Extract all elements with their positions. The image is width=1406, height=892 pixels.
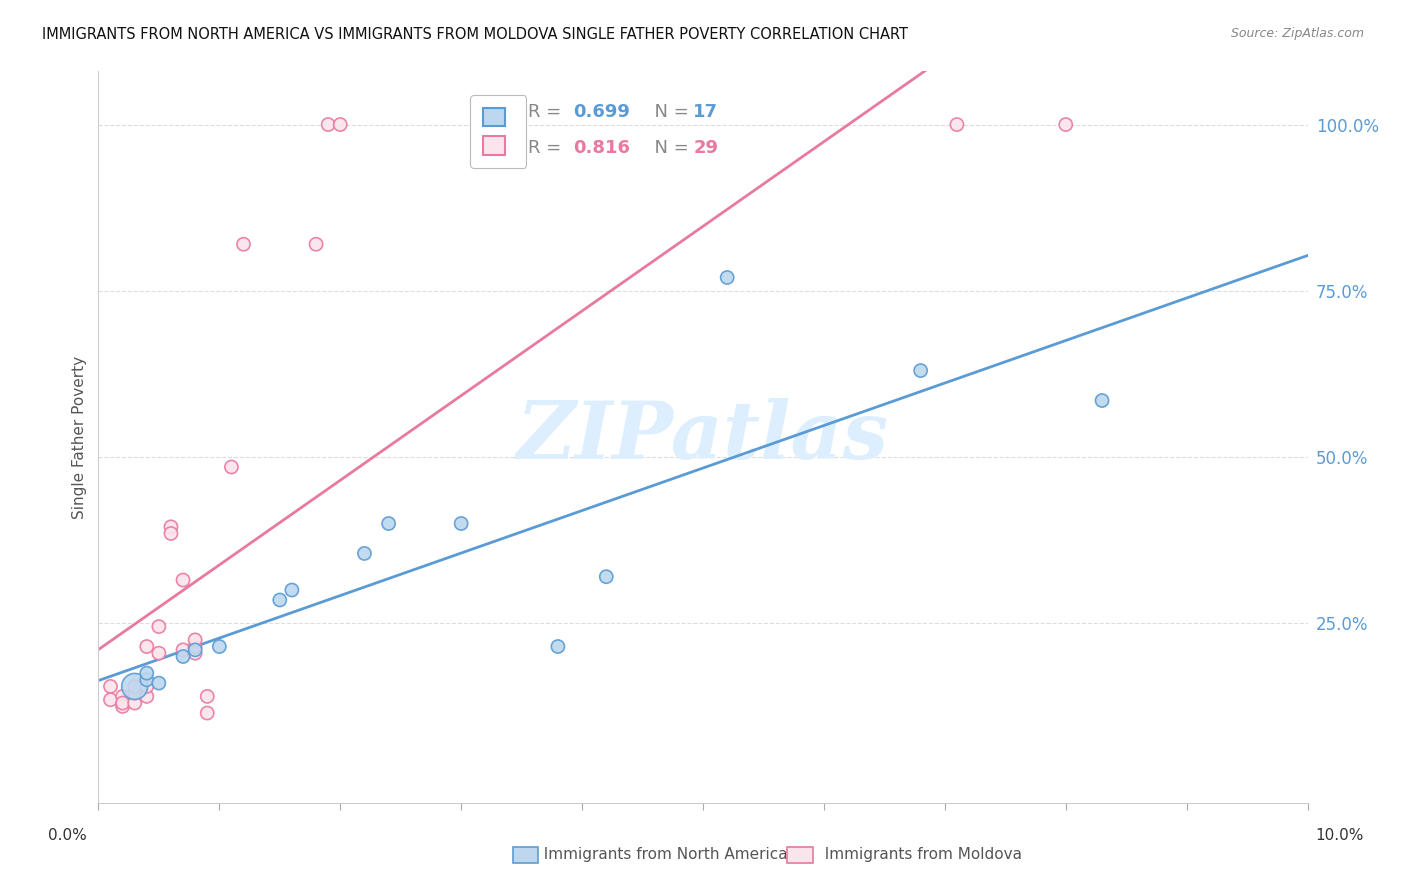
Point [316,118,339,132]
Text: R =: R = [527,139,567,157]
Bar [787,847,813,863]
Text: 0.699: 0.699 [574,103,630,121]
Text: 0.0%: 0.0% [48,828,87,843]
Point [184,640,207,654]
Text: 0.816: 0.816 [574,139,631,157]
Point [910,363,932,377]
Text: ZIPatlas: ZIPatlas [517,399,889,475]
Text: N =: N = [643,139,695,157]
Point [135,640,157,654]
Point [184,632,207,647]
Point [111,699,134,714]
Point [269,593,291,607]
Point [353,546,375,560]
Point [124,680,146,694]
Point [208,640,231,654]
Point [377,516,399,531]
Point [124,680,146,694]
Point [595,570,617,584]
Point [148,619,170,633]
Point [135,690,157,704]
Point [450,516,472,531]
Point [135,666,157,681]
Point [100,680,122,694]
Bar [513,847,538,863]
Point [135,673,157,687]
Point [160,526,183,541]
Legend: , : , [470,95,526,168]
Point [100,692,122,706]
Point [946,118,969,132]
Point [172,649,194,664]
Point [329,118,352,132]
Point [111,696,134,710]
Point [1091,393,1114,408]
Point [184,643,207,657]
Point [716,270,738,285]
Point [111,690,134,704]
Point [148,676,170,690]
Point [1054,118,1077,132]
Point [232,237,254,252]
Point [172,643,194,657]
Point [195,706,218,720]
Y-axis label: Single Father Poverty: Single Father Poverty [72,356,87,518]
Point [124,696,146,710]
Point [195,690,218,704]
Text: IMMIGRANTS FROM NORTH AMERICA VS IMMIGRANTS FROM MOLDOVA SINGLE FATHER POVERTY C: IMMIGRANTS FROM NORTH AMERICA VS IMMIGRA… [42,27,908,42]
Point [547,640,569,654]
Text: Immigrants from North America: Immigrants from North America [534,847,787,862]
Text: Immigrants from Moldova: Immigrants from Moldova [815,847,1022,862]
Text: 10.0%: 10.0% [1316,828,1364,843]
Text: R =: R = [527,103,567,121]
Point [172,573,194,587]
Text: Source: ZipAtlas.com: Source: ZipAtlas.com [1230,27,1364,40]
Point [281,582,304,597]
Text: N =: N = [643,103,695,121]
Text: 17: 17 [693,103,718,121]
Point [305,237,328,252]
Point [184,646,207,660]
Point [135,680,157,694]
Point [221,460,243,475]
Point [148,646,170,660]
Point [124,686,146,700]
Text: 29: 29 [693,139,718,157]
Point [160,520,183,534]
